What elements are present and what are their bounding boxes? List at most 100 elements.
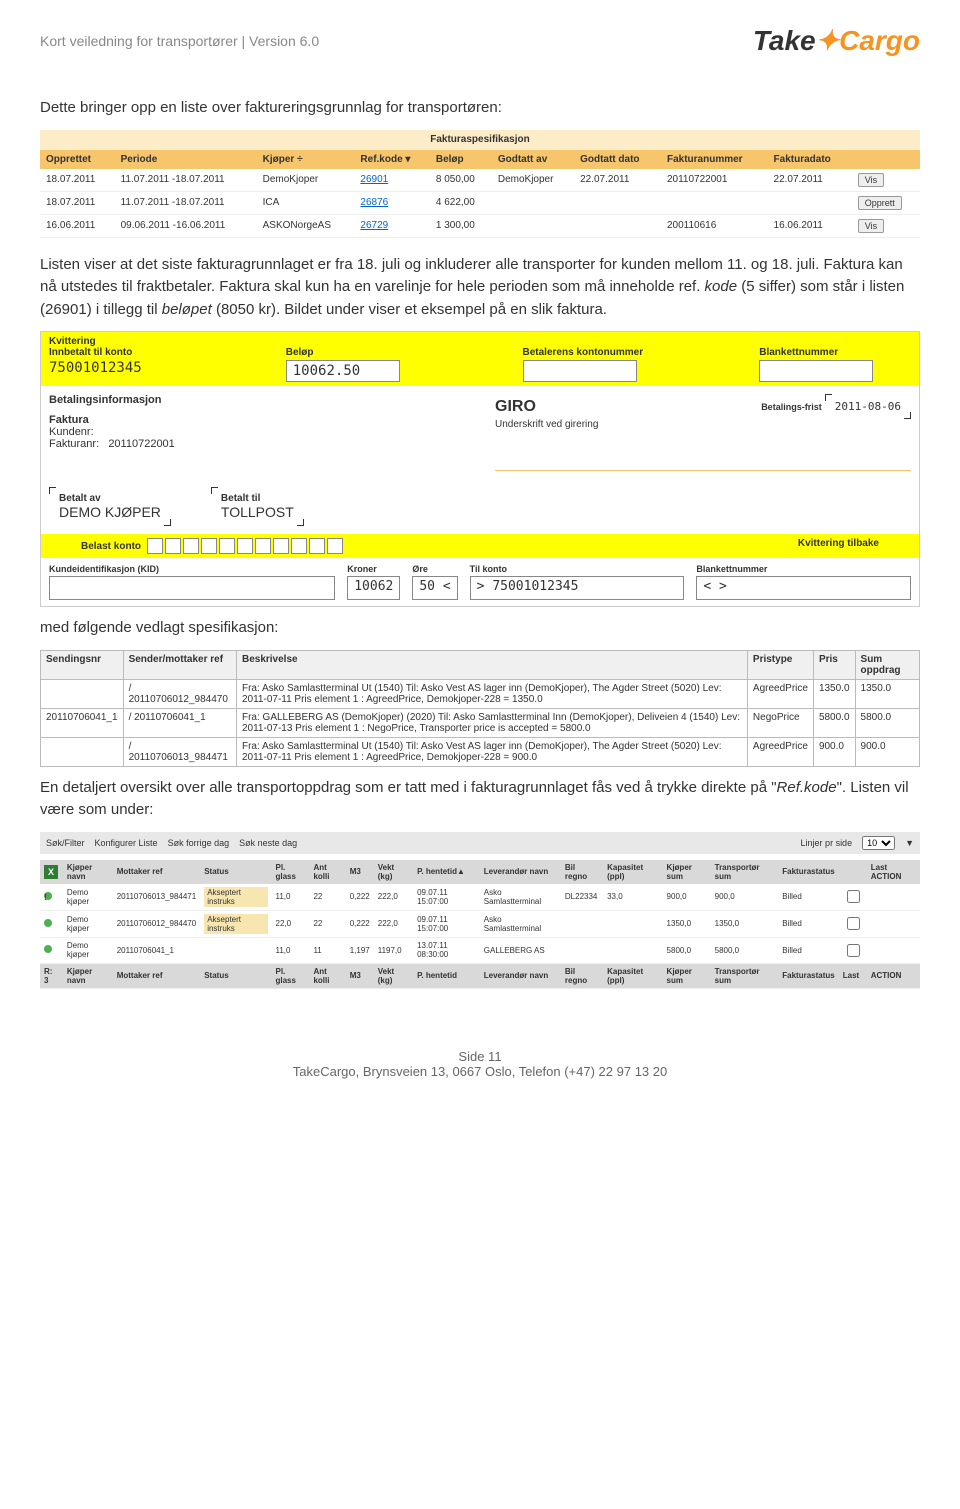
lt-th[interactable]: Status [200,860,271,884]
spec-th[interactable]: Periode [115,149,257,169]
blankett-value [759,360,873,382]
row-checkbox[interactable] [847,917,860,930]
ore-label: Øre [412,564,457,574]
refkode-link[interactable]: 26901 [360,174,388,185]
list-row[interactable]: Demo kjøper 20110706013_984471 Akseptert… [40,884,920,911]
betinfo-label: Betalingsinformasjon [49,394,465,406]
kvittering-label: Kvittering [49,336,266,347]
betalt-til-value: TOLLPOST [221,504,294,520]
lt-th[interactable]: Kjøper sum [663,860,711,884]
innbetalt-value: 75001012345 [49,360,266,376]
status-dot-icon [44,945,52,953]
dt-th: Sender/mottaker ref [123,650,236,679]
lt-th[interactable]: P. hentetid▲ [413,860,480,884]
spec-th[interactable]: Opprettet [40,149,115,169]
excel-icon[interactable]: X [44,865,58,879]
belop-value: 10062.50 [286,360,400,382]
belast-label: Belast konto [81,541,141,552]
lt-th[interactable]: Transportør sum [711,860,779,884]
spec-th[interactable]: Kjøper ÷ [257,149,355,169]
lt-th[interactable]: M3 [346,860,374,884]
dt-th: Beskrivelse [236,650,747,679]
para2: Listen viser at det siste fakturagrunnla… [40,254,920,322]
expand-icon[interactable]: ▼ [905,838,914,848]
lt-th[interactable]: Vekt (kg) [374,860,413,884]
row-checkbox[interactable] [847,890,860,903]
kontonr-label: Betalerens kontonummer [523,347,740,358]
table-row: / 20110706013_984471 Fra: Asko Samlastte… [41,737,920,766]
betalt-av-label: Betalt av [59,493,161,504]
innbetalt-label: Innbetalt til konto [49,347,266,358]
para3: med følgende vedlagt spesifikasjon: [40,617,920,640]
list-row[interactable]: Demo kjøper 20110706041_1 11,0 11 1,197 … [40,937,920,963]
list-toolbar: Søk/Filter Konfigurer Liste Søk forrige … [40,832,920,854]
spec-th[interactable]: Godtatt dato [574,149,661,169]
kontonr-value [523,360,637,382]
spec-title: Fakturaspesifikasjon [40,130,920,150]
underskrift-label: Underskrift ved girering [495,419,911,430]
lt-th[interactable]: Ant kolli [309,860,345,884]
cell: 1 300,00 [430,214,492,237]
cell: 22.07.2011 [768,169,852,192]
spec-th[interactable]: Godtatt av [492,149,574,169]
konfig-link[interactable]: Konfigurer Liste [95,838,158,848]
table-row: / 20110706012_984470 Fra: Asko Samlastte… [41,679,920,708]
refkode-link[interactable]: 26876 [360,197,388,208]
giro-form: Kvittering Innbetalt til konto 750010123… [40,331,920,607]
forrige-link[interactable]: Søk forrige dag [168,838,230,848]
lt-th[interactable]: Bil regno [561,860,603,884]
opprett-button[interactable]: Opprett [858,196,902,210]
spec-th[interactable]: Fakturanummer [661,149,768,169]
cell: 09.06.2011 -16.06.2011 [115,214,257,237]
cell: 22.07.2011 [574,169,661,192]
row-count: R: 3 [40,963,63,988]
cell: 16.06.2011 [768,214,852,237]
cell: 4 622,00 [430,191,492,214]
spec-th [852,149,920,169]
status-dot-alert-icon [44,892,52,900]
kid-value [49,576,335,600]
table-row: 20110706041_1 / 20110706041_1 Fra: GALLE… [41,708,920,737]
linjer-label: Linjer pr side [801,838,853,848]
cell: 11.07.2011 -18.07.2011 [115,191,257,214]
refkode-link[interactable]: 26729 [360,220,388,231]
dt-th: Sum oppdrag [855,650,919,679]
kundenr-label: Kundenr: [49,426,465,438]
spec-th[interactable]: Beløp [430,149,492,169]
kid-label: Kundeidentifikasjon (KID) [49,564,335,574]
spec-th[interactable]: Fakturadato [768,149,852,169]
frist-label: Betalings-frist [761,402,822,412]
spec-th[interactable]: Ref.kode ▾ [354,149,429,169]
cell: 200110616 [661,214,768,237]
page-number: Side 11 [40,1049,920,1064]
logo: Take✦Cargo [753,24,920,57]
cell: 18.07.2011 [40,169,115,192]
kroner-label: Kroner [347,564,400,574]
lt-th[interactable]: Last ACTION [867,860,920,884]
fakturanr-label: Fakturanr: [49,438,99,450]
list-table: X Kjøper navn Mottaker ref Status Pl. gl… [40,860,920,989]
sokfilter-link[interactable]: Søk/Filter [46,838,85,848]
lt-th[interactable]: Leverandør navn [480,860,561,884]
vis-button[interactable]: Vis [858,219,884,233]
tilkonto-value: > 75001012345 [470,576,685,600]
neste-link[interactable]: Søk neste dag [239,838,297,848]
row-checkbox[interactable] [847,944,860,957]
lt-th[interactable]: Mottaker ref [113,860,201,884]
linjer-select[interactable]: 10 [862,836,895,850]
vis-button[interactable]: Vis [858,173,884,187]
frist-value: 2011-08-06 [825,394,911,419]
list-row[interactable]: Demo kjøper 20110706012_984470 Akseptert… [40,910,920,937]
cell: 11.07.2011 -18.07.2011 [115,169,257,192]
status-dot-icon [44,919,52,927]
logo-cargo: Cargo [839,25,920,56]
lt-th[interactable]: Fakturastatus [778,860,838,884]
lt-th[interactable]: Kjøper navn [63,860,113,884]
table-row: 16.06.2011 09.06.2011 -16.06.2011 ASKONo… [40,214,920,237]
dt-th: Sendingsnr [41,650,124,679]
lt-th[interactable]: Pl. glass [272,860,310,884]
table-row: 18.07.2011 11.07.2011 -18.07.2011 DemoKj… [40,169,920,192]
betalt-til-label: Betalt til [221,493,294,504]
lt-th[interactable]: Kapasitet (ppl) [603,860,662,884]
blankett2-value: < > [696,576,911,600]
